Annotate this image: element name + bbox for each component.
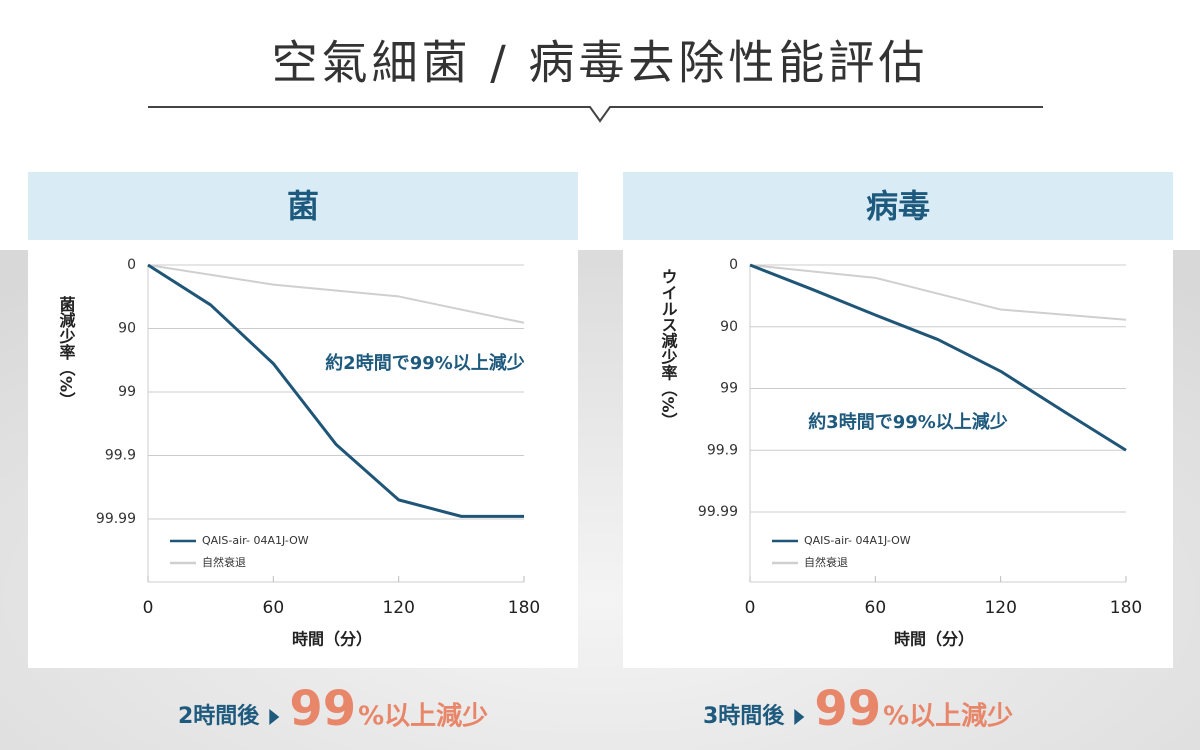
x-tick-label: 60 xyxy=(263,598,285,618)
page-title: 空氣細菌 / 病毒去除性能評估 xyxy=(272,36,929,90)
series-line xyxy=(147,263,524,518)
panel xyxy=(28,172,578,668)
series-line xyxy=(147,264,525,324)
summary-rest: %以上減少 xyxy=(883,702,1013,732)
y-tick-label: 99.9 xyxy=(707,442,738,458)
y-axis-label: 菌減少率（%） xyxy=(57,295,77,408)
y-tick-label: 99.9 xyxy=(105,448,136,464)
x-tick-label: 60 xyxy=(865,598,887,618)
x-tick-label: 120 xyxy=(382,598,414,618)
summary-arrow xyxy=(794,709,805,725)
annotation: 約2時間で99%以上減少 xyxy=(325,352,525,374)
title-underline xyxy=(148,106,1043,123)
legend-label: QAIS-air- 04A1J-OW xyxy=(202,534,309,547)
y-tick-label: 90 xyxy=(118,321,136,337)
x-tick-label: 180 xyxy=(508,598,540,618)
panel xyxy=(623,172,1173,668)
x-tick-label: 180 xyxy=(1110,598,1142,618)
y-tick-label: 99.99 xyxy=(96,511,136,527)
x-tick-label: 120 xyxy=(984,598,1016,618)
series-line xyxy=(749,263,1127,452)
summary-time: 3時間後 xyxy=(703,703,785,729)
y-tick-label: 0 xyxy=(729,257,738,273)
legend-label: QAIS-air- 04A1J-OW xyxy=(804,534,911,547)
y-tick-label: 0 xyxy=(127,257,136,273)
legend-label: 自然衰退 xyxy=(804,555,848,569)
x-tick-label: 0 xyxy=(143,598,154,618)
panel-title: 菌 xyxy=(287,187,319,225)
summary-time: 2時間後 xyxy=(178,703,260,729)
summary-big: 99 xyxy=(289,681,356,737)
x-axis-label: 時間（分） xyxy=(292,630,372,649)
legend-label: 自然衰退 xyxy=(202,555,246,569)
y-tick-label: 90 xyxy=(720,319,738,335)
panel-title: 病毒 xyxy=(866,187,930,225)
y-axis-label: ウイルス減少率（%） xyxy=(659,268,679,428)
y-tick-label: 99 xyxy=(118,384,136,400)
y-tick-label: 99.99 xyxy=(698,504,738,520)
x-tick-label: 0 xyxy=(745,598,756,618)
panel-header xyxy=(28,172,578,240)
series-line xyxy=(749,264,1127,321)
y-tick-label: 99 xyxy=(720,381,738,397)
summary-big: 99 xyxy=(814,681,881,737)
x-axis-label: 時間（分） xyxy=(894,630,974,649)
annotation: 約3時間で99%以上減少 xyxy=(808,411,1008,433)
panel-header xyxy=(623,172,1173,240)
summary-rest: %以上減少 xyxy=(358,702,488,732)
summary-arrow xyxy=(269,709,280,725)
